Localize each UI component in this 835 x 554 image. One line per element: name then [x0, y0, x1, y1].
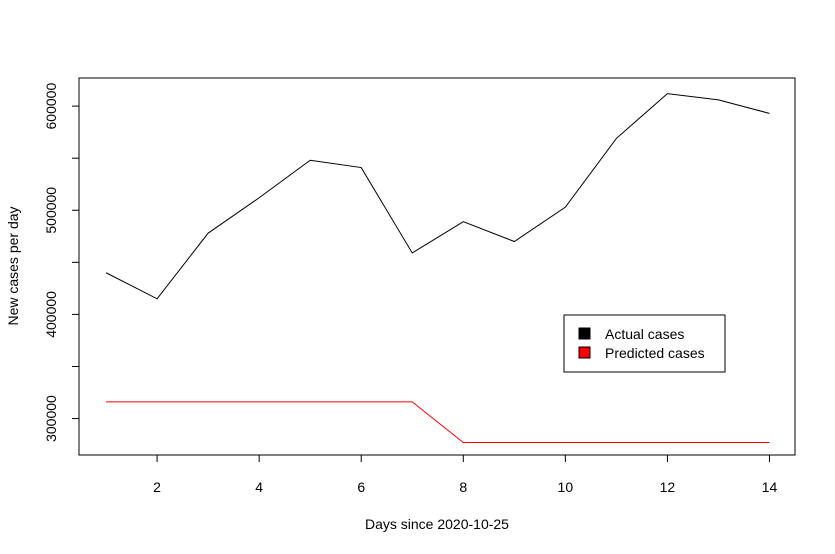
x-tick-label: 10 — [558, 479, 574, 495]
x-axis: 2 4 6 8 10 12 14 — [153, 454, 778, 495]
y-tick-label: 600000 — [43, 83, 59, 130]
x-tick-label: 8 — [459, 479, 467, 495]
y-tick-label: 400000 — [43, 291, 59, 338]
series-line-actual — [105, 93, 770, 300]
plot-frame — [78, 77, 796, 456]
x-tick-label: 4 — [255, 479, 263, 495]
series-layer — [105, 93, 770, 444]
legend-key-actual — [578, 327, 591, 340]
x-tick-label: 12 — [660, 479, 676, 495]
y-tick-label: 300000 — [43, 395, 59, 442]
y-axis-label: New cases per day — [5, 206, 21, 325]
legend: Actual cases Predicted cases — [563, 314, 726, 373]
x-tick-label: 14 — [762, 479, 778, 495]
legend-label-actual: Actual cases — [605, 326, 684, 342]
legend-key-predicted — [578, 346, 591, 359]
legend-label-predicted: Predicted cases — [605, 345, 705, 361]
series-line-predicted — [106, 401, 770, 444]
y-tick-label: 500000 — [43, 187, 59, 234]
x-tick-label: 2 — [153, 479, 161, 495]
x-tick-label: 6 — [357, 479, 365, 495]
x-axis-label: Days since 2020-10-25 — [365, 516, 509, 532]
legend-box — [563, 314, 726, 373]
y-axis: 300000 400000 500000 600000 — [43, 83, 80, 442]
